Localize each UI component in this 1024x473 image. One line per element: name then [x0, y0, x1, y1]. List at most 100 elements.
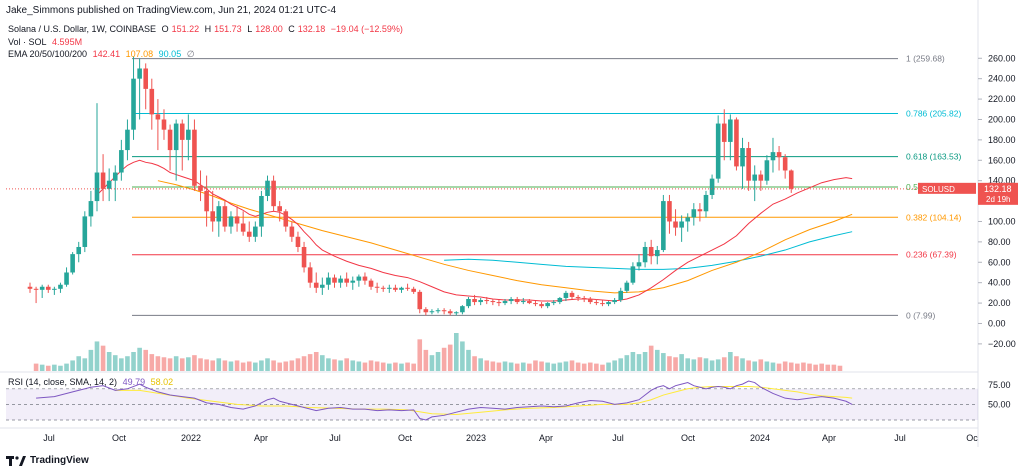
candle-body: [447, 311, 453, 314]
candle-body: [667, 201, 672, 222]
ema50-line: [157, 180, 853, 294]
volume-bar: [667, 356, 672, 371]
x-tick-label: Apr: [539, 433, 553, 443]
candle-body: [82, 216, 88, 247]
symbol-title: Solana / U.S. Dollar, 1W, COINBASE: [8, 24, 157, 34]
rsi-line: [36, 380, 853, 421]
volume-bar: [356, 361, 362, 371]
ema100-value: 90.05: [158, 49, 182, 59]
candle-body: [137, 68, 142, 79]
candle-body: [551, 302, 557, 304]
volume-bar: [551, 363, 557, 371]
candle-body: [728, 119, 733, 142]
volume-bar: [770, 362, 776, 371]
candle-body: [64, 272, 69, 285]
volume-bar: [119, 358, 124, 371]
volume-bar: [801, 362, 806, 371]
candle-body: [186, 129, 191, 140]
candle-body: [222, 206, 228, 227]
symbol-legend[interactable]: Solana / U.S. Dollar, 1W, COINBASE O 151.…: [8, 24, 406, 34]
candle-body: [770, 152, 776, 161]
x-tick-label: Oc: [966, 433, 978, 443]
fib-level-label: 1 (259.68): [906, 54, 945, 64]
volume-bar: [198, 358, 203, 371]
volume-legend[interactable]: Vol · SOL 4.595M: [8, 37, 85, 47]
volume-bar: [320, 355, 325, 371]
y-tick-label: 100.00: [988, 216, 1016, 226]
candle-body: [179, 123, 185, 140]
candle-body: [600, 303, 605, 305]
y-tick-label: 20.00: [988, 298, 1011, 308]
volume-bar: [405, 362, 410, 371]
tradingview-logo[interactable]: TradingView: [6, 455, 89, 466]
candle-body: [679, 221, 684, 228]
volume-bar: [715, 359, 721, 371]
candle-body: [782, 157, 788, 171]
candle-body: [399, 287, 404, 290]
volume-bar: [813, 364, 818, 371]
y-tick-label: 80.00: [988, 237, 1011, 247]
candle-body: [173, 123, 179, 151]
volume-bar: [533, 360, 538, 371]
x-tick-label: Oct: [681, 433, 696, 443]
candle-body: [167, 129, 173, 151]
volume-bar: [155, 356, 161, 371]
volume-bar: [557, 362, 563, 371]
volume-bar: [795, 363, 800, 371]
candle-body: [192, 129, 197, 186]
candle-body: [594, 302, 599, 304]
volume-bar: [259, 360, 264, 371]
close-label: C: [288, 24, 295, 34]
rsi-value: 49.79: [122, 377, 146, 387]
candle-body: [673, 221, 678, 228]
volume-bar: [490, 361, 496, 371]
volume-bar: [454, 333, 459, 371]
volume-bar: [435, 352, 441, 371]
candle-body: [259, 195, 264, 227]
ema100-line: [444, 231, 853, 270]
volume-bar: [563, 361, 569, 371]
candle-body: [581, 297, 587, 299]
candle-body: [435, 310, 441, 312]
x-tick-label: Apr: [254, 433, 268, 443]
rsi-sma-line: [115, 385, 853, 416]
rsi-legend[interactable]: RSI (14, close, SMA, 14, 2) 49.79 58.02: [8, 377, 176, 387]
candle-body: [478, 300, 483, 303]
candle-body: [636, 262, 642, 267]
volume-bar: [685, 358, 691, 371]
candle-body: [514, 299, 520, 303]
volume-bar: [581, 363, 587, 371]
volume-bar: [216, 358, 222, 371]
candle-body: [393, 287, 398, 290]
candle-body: [265, 180, 270, 196]
candle-body: [490, 301, 496, 303]
y-tick-label: 40.00: [988, 278, 1011, 288]
volume-bar: [240, 362, 246, 371]
candle-body: [253, 226, 258, 237]
candle-body: [350, 280, 356, 283]
candle-body: [624, 282, 630, 291]
ema-legend[interactable]: EMA 20/50/100/200 142.41 107.08 90.05 ∅: [8, 49, 198, 60]
volume-bar: [734, 356, 739, 371]
volume-bar: [618, 358, 624, 371]
x-tick-label: 2024: [750, 433, 770, 443]
x-tick-label: 2023: [466, 433, 486, 443]
volume-bar: [277, 362, 282, 371]
candle-body: [764, 160, 770, 181]
volume-bar: [125, 356, 130, 371]
volume-bar: [484, 360, 490, 371]
volume-bar: [740, 358, 745, 371]
candle-body: [423, 309, 429, 313]
candle-body: [131, 78, 136, 130]
candle-body: [703, 194, 709, 212]
fib-level-label: 0.786 (205.82): [906, 109, 961, 119]
volume-bar: [76, 356, 82, 371]
candle-body: [313, 282, 319, 288]
x-tick-label: Jul: [43, 433, 55, 443]
volume-bar: [472, 356, 477, 371]
y-tick-label: 260.00: [988, 53, 1016, 63]
volume-bar: [520, 362, 526, 371]
candle-body: [709, 178, 715, 195]
volume-bar: [527, 363, 532, 371]
